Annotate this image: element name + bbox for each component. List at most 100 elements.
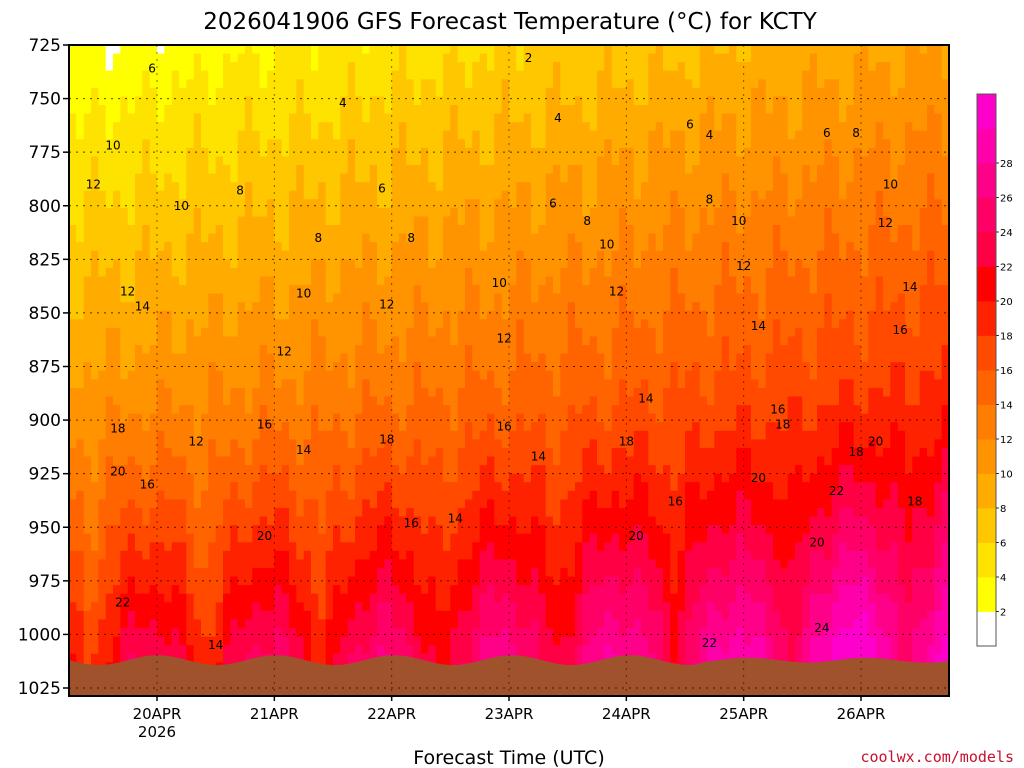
temperature-cell [355, 105, 363, 115]
temperature-cell [91, 199, 99, 209]
temperature-cell [362, 327, 371, 338]
temperature-cell [369, 336, 378, 346]
temperature-cell [281, 370, 290, 380]
temperature-cell [384, 559, 393, 569]
temperature-cell [186, 327, 195, 338]
temperature-cell [538, 62, 547, 72]
temperature-cell [501, 139, 510, 149]
temperature-cell [237, 156, 246, 166]
temperature-cell [369, 156, 378, 166]
temperature-cell [531, 216, 539, 226]
temperature-cell [333, 490, 341, 500]
temperature-cell [311, 345, 319, 355]
temperature-cell [355, 302, 363, 312]
temperature-cell [208, 525, 217, 535]
temperature-cell [509, 336, 517, 346]
temperature-cell [421, 302, 429, 312]
temperature-cell [384, 533, 393, 543]
temperature-cell [179, 636, 187, 646]
temperature-cell [318, 628, 327, 638]
temperature-cell [494, 396, 503, 406]
temperature-cell [69, 516, 77, 526]
temperature-cell [98, 105, 107, 115]
temperature-cell [208, 559, 217, 569]
temperature-cell [142, 310, 151, 320]
temperature-cell [281, 165, 290, 175]
temperature-cell [303, 345, 312, 355]
temperature-cell [303, 370, 312, 380]
temperature-cell [296, 267, 305, 278]
temperature-cell [362, 439, 371, 449]
temperature-cell [362, 79, 371, 89]
temperature-cell [120, 250, 129, 260]
temperature-cell [428, 576, 437, 586]
temperature-cell [98, 508, 107, 518]
temperature-cell [516, 345, 525, 355]
temperature-cell [201, 250, 209, 260]
temperature-cell [289, 619, 297, 629]
temperature-cell [355, 516, 363, 526]
temperature-cell [171, 259, 180, 269]
temperature-cell [413, 310, 422, 320]
temperature-cell [179, 456, 187, 466]
temperature-cell [186, 173, 195, 183]
temperature-cell [457, 182, 466, 192]
temperature-cell [318, 233, 327, 243]
temperature-cell [142, 45, 151, 55]
temperature-cell [377, 139, 385, 149]
temperature-cell [186, 96, 195, 106]
temperature-cell [69, 225, 77, 235]
temperature-cell [355, 233, 363, 243]
temperature-cell [413, 533, 422, 543]
temperature-cell [281, 525, 290, 535]
temperature-cell [259, 576, 268, 586]
temperature-cell [142, 156, 151, 166]
temperature-cell [318, 70, 327, 80]
temperature-cell [538, 396, 547, 406]
temperature-cell [113, 225, 121, 235]
temperature-cell [245, 508, 253, 518]
temperature-cell [509, 62, 517, 72]
temperature-cell [399, 559, 407, 569]
temperature-cell [201, 602, 209, 612]
temperature-cell [311, 447, 319, 458]
temperature-cell [208, 499, 217, 509]
temperature-cell [523, 645, 532, 655]
temperature-cell [193, 619, 202, 629]
temperature-cell [391, 379, 400, 389]
temperature-cell [391, 473, 400, 483]
temperature-cell [355, 242, 363, 252]
temperature-cell [113, 619, 121, 629]
temperature-cell [105, 225, 114, 235]
temperature-cell [428, 353, 437, 363]
temperature-cell [149, 87, 158, 98]
temperature-cell [186, 439, 195, 449]
temperature-cell [538, 456, 547, 466]
temperature-cell [171, 285, 180, 295]
temperature-cell [399, 396, 407, 406]
temperature-cell [223, 576, 231, 586]
temperature-cell [230, 508, 239, 518]
temperature-cell [113, 585, 121, 595]
temperature-cell [245, 216, 253, 226]
temperature-cell [252, 413, 261, 423]
temperature-cell [164, 225, 173, 235]
temperature-cell [443, 353, 451, 363]
temperature-cell [545, 516, 554, 526]
temperature-cell [289, 473, 297, 483]
temperature-cell [274, 190, 283, 200]
temperature-cell [237, 447, 246, 458]
temperature-cell [193, 327, 202, 338]
temperature-cell [149, 628, 158, 638]
temperature-cell [245, 550, 253, 560]
temperature-cell [76, 267, 85, 278]
temperature-cell [303, 396, 312, 406]
temperature-cell [171, 619, 180, 629]
temperature-cell [384, 62, 393, 72]
temperature-cell [127, 473, 136, 483]
temperature-cell [157, 473, 165, 483]
temperature-cell [318, 482, 327, 492]
temperature-cell [223, 267, 231, 278]
temperature-cell [347, 250, 356, 260]
temperature-cell [259, 593, 268, 603]
